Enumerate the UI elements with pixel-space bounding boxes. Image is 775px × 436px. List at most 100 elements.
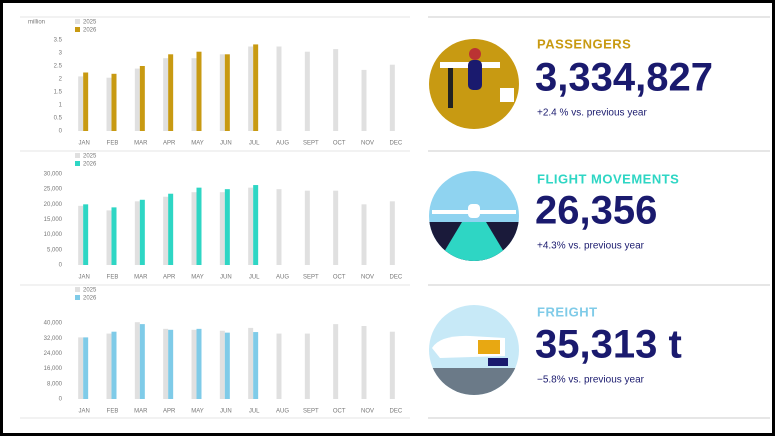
x-tick-label: MAY <box>191 141 204 147</box>
bar <box>83 204 89 265</box>
bar <box>168 193 174 265</box>
x-tick-label: OCT <box>333 275 346 281</box>
bar <box>134 322 140 399</box>
bar <box>389 64 395 131</box>
bar <box>224 332 230 399</box>
kpi-change: +4.3% vs. previous year <box>537 241 645 252</box>
kpi-value: 35,313 t <box>535 323 682 367</box>
y-tick-label: 20,000 <box>44 202 63 208</box>
x-tick-label: NOV <box>361 275 374 281</box>
bar <box>191 58 197 132</box>
x-tick-label: JUL <box>249 141 260 147</box>
bar <box>389 201 395 265</box>
y-tick-label: 10,000 <box>44 232 63 238</box>
bar <box>168 329 174 399</box>
x-tick-label: OCT <box>333 141 346 147</box>
legend-swatch <box>75 27 80 32</box>
bar <box>139 66 145 131</box>
kpi-title: FLIGHT MOVEMENTS <box>537 171 679 186</box>
bar <box>361 69 367 131</box>
y-tick-label: 0 <box>59 263 63 269</box>
bar <box>248 46 254 131</box>
legend-swatch <box>75 295 80 300</box>
bar <box>78 76 84 131</box>
x-tick-label: NOV <box>361 141 374 147</box>
bar <box>224 189 230 265</box>
x-tick-label: SEPT <box>303 409 319 415</box>
bar <box>219 330 225 399</box>
kpi-value: 3,334,827 <box>535 56 713 100</box>
background <box>3 3 772 433</box>
y-tick-label: 25,000 <box>44 187 63 193</box>
kpi-change: −5.8% vs. previous year <box>537 375 645 386</box>
bar <box>333 190 339 265</box>
bar <box>196 328 202 399</box>
bar <box>83 337 89 399</box>
y-tick-label: 30,000 <box>44 172 63 178</box>
x-tick-label: JUN <box>220 409 232 415</box>
bar <box>111 207 117 265</box>
legend-swatch <box>75 287 80 292</box>
freight-illustration <box>429 305 519 395</box>
x-tick-label: AUG <box>276 409 289 415</box>
legend-swatch <box>75 161 80 166</box>
bar <box>333 49 339 131</box>
legend-label: 2026 <box>83 296 97 302</box>
bar <box>106 210 112 265</box>
bar <box>139 199 145 265</box>
x-tick-label: JUN <box>220 275 232 281</box>
bar <box>219 54 225 131</box>
passenger-illustration <box>429 39 519 129</box>
bar <box>163 58 169 132</box>
y-tick-label: 8,000 <box>47 381 63 387</box>
bar <box>276 189 282 265</box>
x-tick-label: JUN <box>220 141 232 147</box>
x-tick-label: AUG <box>276 275 289 281</box>
legend-swatch <box>75 19 80 24</box>
legend-label: 2025 <box>83 20 97 26</box>
bar <box>78 205 84 265</box>
y-tick-label: 32,000 <box>44 336 63 342</box>
legend-label: 2026 <box>83 162 97 168</box>
legend-label: 2025 <box>83 288 97 294</box>
bar <box>191 329 197 399</box>
bar <box>106 77 112 131</box>
x-tick-label: SEPT <box>303 141 319 147</box>
kpi-title: PASSENGERS <box>537 36 631 51</box>
x-tick-label: SEPT <box>303 275 319 281</box>
x-tick-label: OCT <box>333 409 346 415</box>
kpi-change: +2.4 % vs. previous year <box>537 108 647 119</box>
x-tick-label: MAR <box>134 275 148 281</box>
bar <box>163 196 169 265</box>
x-tick-label: APR <box>163 409 176 415</box>
bar <box>134 68 140 131</box>
x-tick-label: DEC <box>389 409 402 415</box>
bar <box>196 187 202 265</box>
y-tick-label: 0 <box>59 129 63 135</box>
bar <box>361 204 367 265</box>
bar <box>304 190 310 265</box>
bar <box>304 333 310 399</box>
bar <box>134 201 140 265</box>
bar <box>276 46 282 131</box>
bar <box>196 51 202 132</box>
bar <box>389 331 395 399</box>
x-tick-label: APR <box>163 141 176 147</box>
y-tick-label: 1 <box>59 103 63 109</box>
bar <box>333 324 339 399</box>
bar <box>163 328 169 399</box>
x-tick-label: AUG <box>276 141 289 147</box>
y-tick-label: 24,000 <box>44 351 63 357</box>
bar <box>248 327 254 399</box>
x-tick-label: MAY <box>191 275 204 281</box>
y-tick-label: 2 <box>59 77 63 83</box>
y-tick-label: 2.5 <box>54 64 63 70</box>
y-tick-label: 0 <box>59 397 63 403</box>
y-axis-label: million <box>28 20 45 26</box>
bar <box>168 54 174 131</box>
bar <box>253 44 259 131</box>
x-tick-label: FEB <box>107 275 119 281</box>
bar <box>78 337 84 399</box>
kpi-value: 26,356 <box>535 189 657 233</box>
x-tick-label: DEC <box>389 275 402 281</box>
